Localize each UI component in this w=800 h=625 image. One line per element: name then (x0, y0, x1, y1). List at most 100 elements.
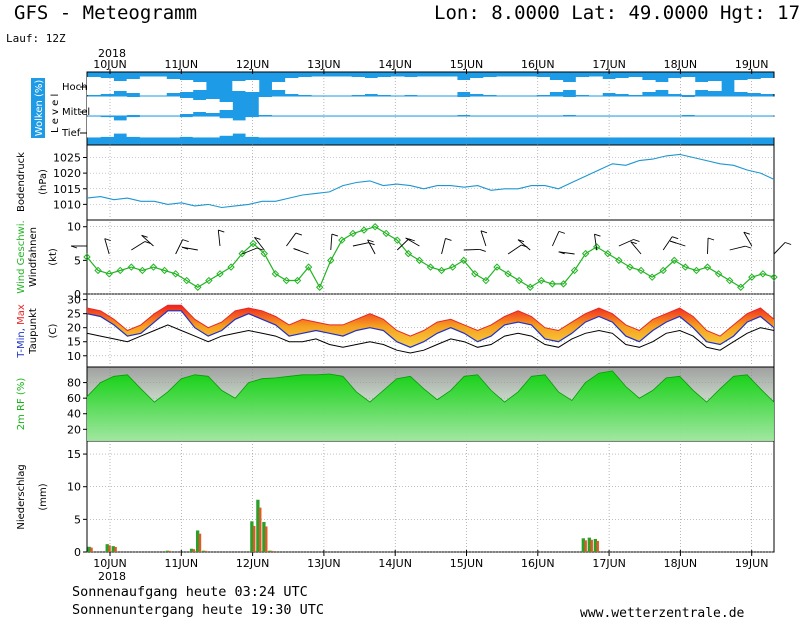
wind-marker (271, 270, 280, 278)
wind-barb (773, 242, 786, 255)
day-label-top: 12JUN (236, 58, 270, 71)
cloud-cell (364, 116, 379, 138)
wind-marker (737, 283, 745, 291)
wind-barb (662, 236, 673, 251)
wind-barb-flag (254, 236, 261, 240)
wind-barb (141, 234, 154, 247)
wind-marker (659, 266, 667, 275)
day-label-top: 17JUN (592, 58, 626, 71)
precip-yunit: (mm) (38, 483, 49, 510)
cloud-cell (258, 97, 273, 115)
wind-marker (327, 256, 335, 265)
day-label-bottom: 11JUN (165, 557, 199, 570)
model-run-label: Lauf: 12Z (6, 32, 66, 45)
y-tick-label: 5 (74, 254, 81, 267)
cloud-cell (126, 97, 141, 115)
cloud-cell (87, 116, 101, 138)
wind-panel (86, 219, 775, 295)
cloud-cell (364, 78, 379, 94)
cloud-cell (562, 97, 577, 115)
wind-barb (131, 241, 146, 251)
cloud-cells (87, 76, 775, 138)
wind-marker (83, 253, 91, 261)
cloud-cell (404, 96, 418, 116)
cloud-cell (324, 116, 339, 138)
wind-marker (382, 229, 390, 238)
wind-marker (149, 263, 158, 271)
page-title: GFS - Meteogramm (14, 2, 198, 24)
y-tick-label: 40 (67, 408, 81, 421)
cloud-cell (668, 78, 683, 94)
wind-marker (183, 276, 191, 285)
cloud-cell (390, 96, 405, 116)
wind-marker (493, 263, 501, 271)
cloud-cell (522, 76, 537, 96)
wind-marker (537, 276, 546, 285)
y-tick-label: 10 (67, 221, 81, 234)
wind-barb (175, 239, 184, 255)
precip-bar (587, 537, 591, 552)
cloud-cell (747, 96, 762, 116)
cloud-cell (285, 78, 299, 94)
wind-marker (692, 266, 701, 275)
cloud-cell (377, 77, 392, 95)
wind-marker (393, 236, 401, 244)
cloud-cell (205, 116, 220, 138)
cloud-cell (707, 96, 722, 116)
tmin-line (86, 310, 775, 348)
cloud-cell (324, 76, 339, 96)
cloud-cell (456, 97, 471, 115)
pressure-ylabel: Bodendruck (16, 152, 27, 212)
precip-bar-secondary (168, 550, 172, 552)
cloud-cell (589, 116, 603, 138)
wind-barb-flag (784, 242, 792, 245)
cloud-cell (470, 96, 484, 116)
cloud-cell (298, 77, 313, 95)
wind-marker (725, 276, 734, 285)
y-tick-label: 10 (67, 350, 81, 363)
y-tick-label: 20 (67, 322, 81, 335)
cloud-cell (681, 77, 696, 95)
precip-panel (86, 440, 775, 553)
cloud-cell (179, 80, 194, 92)
y-tick-label: 1015 (53, 183, 81, 196)
precip-bar (105, 544, 109, 552)
wind-marker (349, 229, 357, 238)
precip-bar (268, 550, 272, 552)
precip-bar (581, 538, 585, 552)
wind-speed-line (86, 226, 775, 289)
y-tick-label: 25 (67, 308, 81, 321)
precip-bar (593, 538, 598, 552)
cloud-cell (311, 116, 326, 138)
wind-marker (759, 270, 767, 278)
credit-link[interactable]: www.wetterzentrale.de (580, 606, 745, 621)
day-label-bottom: 10JUN (93, 557, 127, 570)
cloud-cell (522, 116, 537, 138)
cloud-cell (496, 116, 511, 138)
precip-bar (256, 499, 260, 552)
cloud-cell (456, 80, 471, 92)
cloud-cell (496, 96, 511, 116)
temp-ylabel: T-Min, Max (16, 304, 27, 359)
wind-marker (604, 249, 612, 258)
cloud-cell (668, 116, 683, 138)
cloud-cell (311, 96, 326, 116)
precip-bar-secondary (265, 526, 268, 552)
day-label-top: 10JUN (93, 58, 127, 71)
precip-bar-secondary (271, 550, 274, 552)
cloud-cell (760, 116, 775, 138)
cloud-cell (562, 116, 577, 138)
day-label-bottom: 16JUN (521, 557, 555, 570)
cloud-cell (351, 96, 365, 116)
precip-bar-secondary (90, 547, 93, 552)
cloud-cell (734, 96, 749, 116)
cloud-cell (470, 78, 484, 94)
cloud-cell (271, 116, 286, 138)
wind-marker (426, 263, 435, 271)
wind-marker (471, 270, 479, 278)
cloud-cell (113, 120, 128, 134)
wind-barb-flag (517, 239, 525, 243)
precip-bar-secondary (590, 539, 593, 552)
cloud-cell (390, 76, 405, 96)
wind-barb (405, 237, 420, 247)
